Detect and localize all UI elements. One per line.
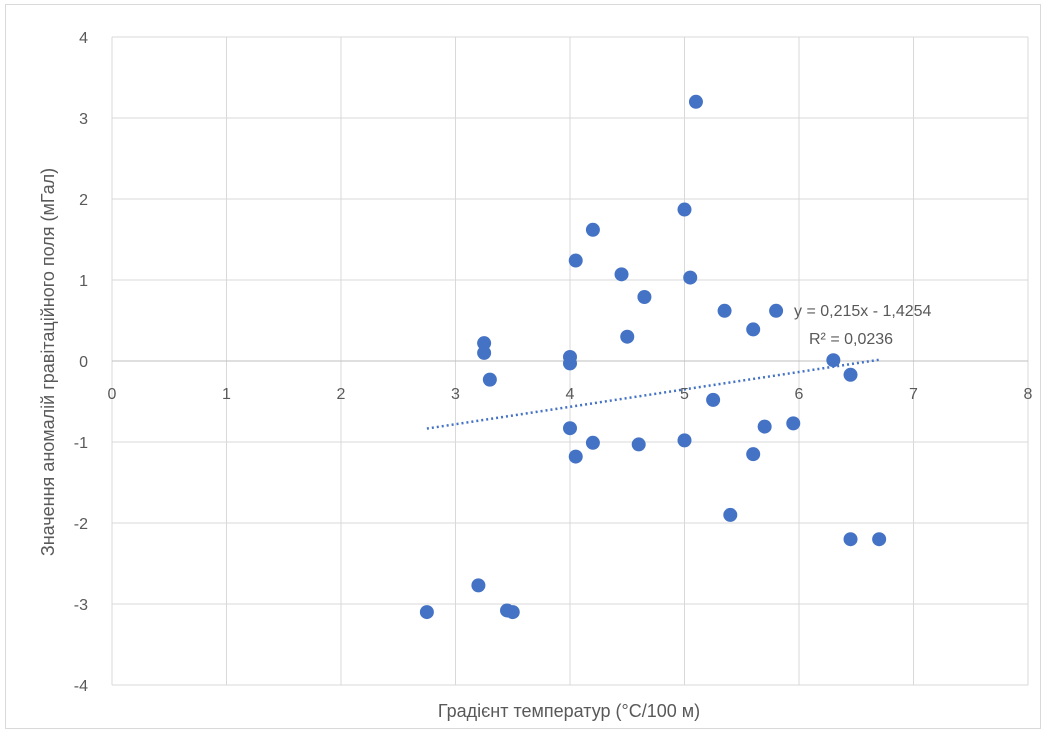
data-point <box>723 507 738 522</box>
y-tick-label: 4 <box>79 30 88 47</box>
trendline <box>426 358 880 430</box>
x-tick-label: 0 <box>108 386 117 403</box>
data-point <box>614 267 629 282</box>
y-tick-label: 0 <box>79 354 88 371</box>
x-tick-label: 7 <box>909 386 918 403</box>
x-axis-title: Градієнт температур (°C/100 м) <box>438 701 700 721</box>
data-point <box>746 447 761 462</box>
data-point <box>677 202 692 217</box>
y-tick-label: -4 <box>74 678 88 695</box>
data-point <box>471 578 486 593</box>
data-point <box>688 94 703 109</box>
data-point <box>843 367 858 382</box>
x-tick-label: 3 <box>451 386 460 403</box>
data-point <box>717 303 732 318</box>
data-point <box>482 372 497 387</box>
data-point <box>826 353 841 368</box>
data-point <box>631 437 646 452</box>
y-tick-label: -3 <box>74 597 88 614</box>
data-point <box>563 421 577 436</box>
data-point <box>769 303 784 318</box>
data-point <box>585 435 600 450</box>
data-point <box>620 329 635 344</box>
x-tick-label: 6 <box>795 386 804 403</box>
x-tick-label: 4 <box>566 386 575 403</box>
x-tick-label: 8 <box>1024 386 1033 403</box>
data-point <box>419 605 434 620</box>
y-tick-label: -2 <box>74 516 88 533</box>
data-point <box>563 356 577 371</box>
y-tick-labels: -4 -3 -2 -1 0 1 2 3 4 <box>74 30 88 695</box>
y-tick-label: 2 <box>79 192 88 209</box>
data-point <box>677 433 692 448</box>
y-tick-label: 1 <box>79 273 88 290</box>
data-point <box>585 222 600 237</box>
data-point <box>505 605 520 620</box>
trendline-r2: R² = 0,0236 <box>809 331 893 348</box>
trendline-group <box>426 358 880 430</box>
x-tick-label: 1 <box>222 386 231 403</box>
y-tick-label: 3 <box>79 111 88 128</box>
data-point <box>872 532 887 547</box>
data-point <box>477 336 492 351</box>
gridlines <box>111 36 1029 686</box>
x-tick-label: 5 <box>680 386 689 403</box>
x-tick-label: 2 <box>337 386 346 403</box>
data-point <box>477 345 492 360</box>
data-point <box>843 532 858 547</box>
data-point <box>683 270 698 285</box>
y-tick-label: -1 <box>74 435 88 452</box>
data-point <box>568 253 583 268</box>
data-point <box>568 449 583 464</box>
y-axis-title: Значення аномалій гравітаційного поля (м… <box>38 168 58 556</box>
chart-area <box>5 4 1041 729</box>
data-point <box>757 419 772 434</box>
data-point <box>786 416 801 431</box>
x-tick-labels: 0 1 2 3 4 5 6 7 8 <box>108 386 1033 403</box>
trendline-equation: y = 0,215x - 1,4254 <box>794 303 932 320</box>
data-point <box>746 322 761 337</box>
data-point <box>706 392 721 407</box>
data-points <box>419 94 887 620</box>
data-point <box>637 290 652 305</box>
